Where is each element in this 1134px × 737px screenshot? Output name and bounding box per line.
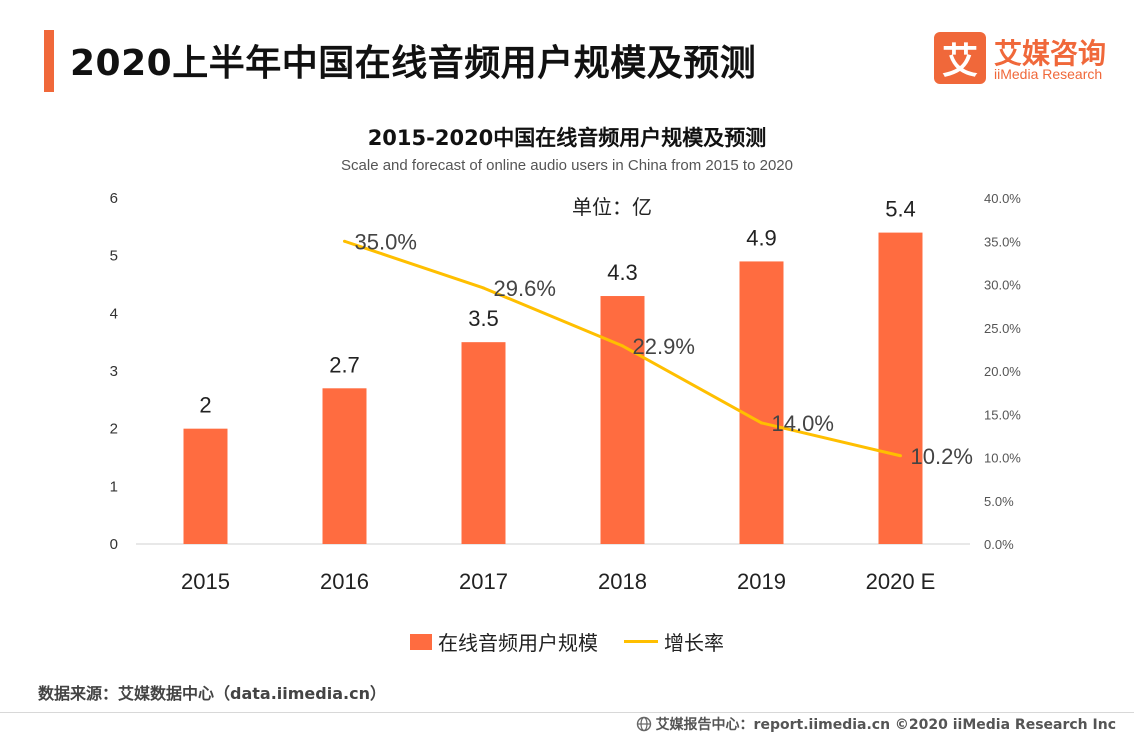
line-value-label: 14.0% xyxy=(772,411,834,436)
bar-value-label: 2.7 xyxy=(329,352,360,377)
bar xyxy=(878,232,923,544)
y-right-tick-label: 35.0% xyxy=(984,234,1021,249)
footer: 艾媒报告中心：report.iimedia.cn ©2020 iiMedia R… xyxy=(636,713,1116,735)
chart-subtitle: Scale and forecast of online audio users… xyxy=(341,157,793,174)
line-value-label: 29.6% xyxy=(494,276,556,301)
bar xyxy=(322,388,367,544)
page-title: 2020上半年中国在线音频用户规模及预测 xyxy=(70,43,757,84)
line-point xyxy=(760,421,763,425)
y-left-tick-label: 2 xyxy=(110,421,118,438)
chart-legend: 在线音频用户规模 增长率 xyxy=(0,627,1134,656)
bar-value-label: 5.4 xyxy=(885,197,916,222)
y-left-tick-label: 3 xyxy=(110,363,118,380)
globe-icon xyxy=(636,716,651,732)
y-right-tick-label: 25.0% xyxy=(984,321,1021,336)
footer-text: 艾媒报告中心：report.iimedia.cn ©2020 iiMedia R… xyxy=(655,717,1116,733)
footer-divider xyxy=(0,712,1134,713)
line-point xyxy=(343,239,346,243)
line-point xyxy=(482,286,485,290)
y-left-tick-label: 1 xyxy=(110,478,118,495)
legend-label-users: 在线音频用户规模 xyxy=(438,631,598,655)
y-left-tick-label: 5 xyxy=(110,248,118,265)
y-left-tick-label: 4 xyxy=(110,305,118,322)
legend-line-swatch xyxy=(624,640,658,643)
logo-name-en: iiMedia Research xyxy=(994,66,1103,82)
legend-label-growth: 增长率 xyxy=(664,631,724,655)
x-tick-label: 2015 xyxy=(181,569,230,594)
y-right-tick-label: 10.0% xyxy=(984,451,1021,466)
x-tick-label: 2017 xyxy=(459,569,508,594)
x-tick-label: 2016 xyxy=(320,569,369,594)
bar xyxy=(461,342,506,544)
line-value-label: 22.9% xyxy=(633,334,695,359)
logo-mark-icon: 艾 xyxy=(934,32,986,84)
y-right-tick-label: 5.0% xyxy=(984,494,1014,509)
bar-value-label: 4.9 xyxy=(746,225,777,250)
y-right-tick-label: 40.0% xyxy=(984,191,1021,206)
logo-name-cn: 艾媒咨询 xyxy=(994,37,1107,70)
line-value-label: 10.2% xyxy=(911,444,973,469)
bar xyxy=(739,261,784,544)
unit-label: 单位：亿 xyxy=(572,195,652,219)
x-tick-label: 2018 xyxy=(598,569,647,594)
chart-title: 2015-2020中国在线音频用户规模及预测 xyxy=(367,126,767,150)
bar xyxy=(183,428,228,544)
title-accent-bar xyxy=(44,30,54,92)
y-left-tick-label: 6 xyxy=(110,190,118,207)
line-point xyxy=(621,344,624,348)
bar-value-label: 4.3 xyxy=(607,260,638,285)
y-right-tick-label: 30.0% xyxy=(984,278,1021,293)
y-left-tick-label: 0 xyxy=(110,536,118,553)
bar-value-label: 3.5 xyxy=(468,306,499,331)
data-source: 数据来源：艾媒数据中心（data.iimedia.cn） xyxy=(38,684,386,703)
y-right-tick-label: 15.0% xyxy=(984,407,1021,422)
brand-logo: 艾 艾媒咨询 iiMedia Research xyxy=(934,30,1114,86)
line-value-label: 35.0% xyxy=(355,229,417,254)
y-right-tick-label: 0.0% xyxy=(984,537,1014,552)
y-right-tick-label: 20.0% xyxy=(984,364,1021,379)
bar-value-label: 2 xyxy=(199,393,211,418)
x-tick-label: 2020 E xyxy=(866,569,936,594)
legend-bar-swatch xyxy=(410,633,432,650)
bar xyxy=(600,296,645,544)
legend-item-growth: 增长率 xyxy=(624,627,724,656)
legend-item-users: 在线音频用户规模 xyxy=(410,627,598,656)
line-point xyxy=(899,454,902,458)
x-tick-label: 2019 xyxy=(737,569,786,594)
